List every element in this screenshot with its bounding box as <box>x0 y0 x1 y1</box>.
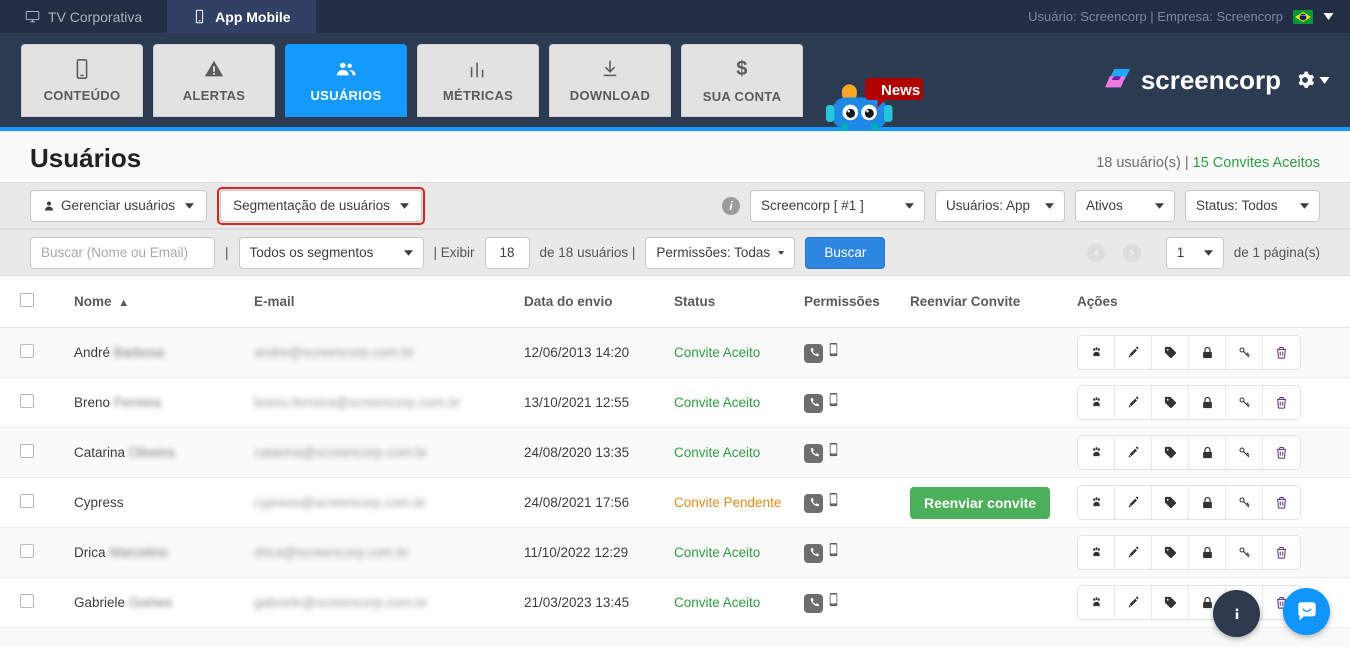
svg-text:News: News <box>881 82 920 99</box>
